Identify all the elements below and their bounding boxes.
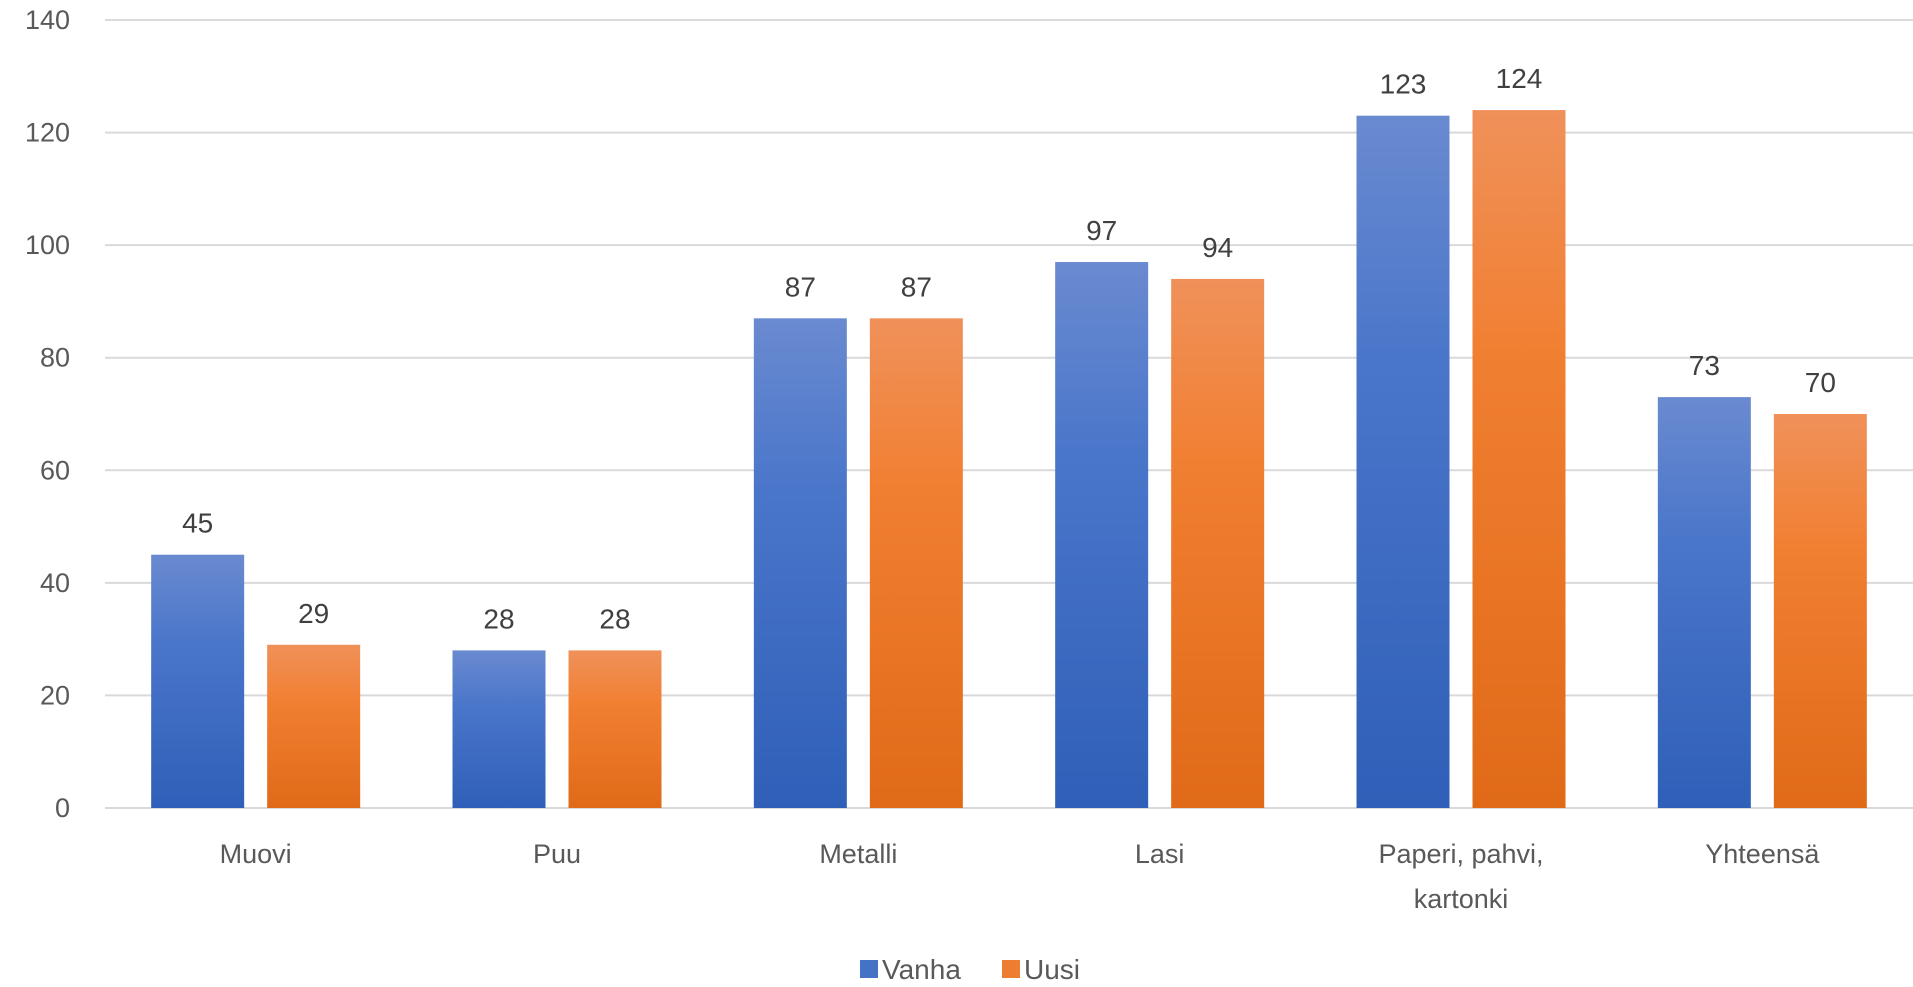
x-axis-categories: Muovi Puu Metalli Lasi Paperi, pahvi, kartonk… <box>220 839 1821 914</box>
bar-vanha <box>753 318 847 808</box>
y-tick-label: 60 <box>40 455 70 485</box>
data-labels: 45 29 28 28 87 87 97 94 123 124 73 70 <box>182 63 1836 634</box>
y-tick-label: 20 <box>40 680 70 710</box>
x-category-label: Muovi <box>220 839 292 869</box>
bar-uusi <box>869 318 963 808</box>
data-label: 87 <box>901 271 932 302</box>
bar-uusi <box>1773 414 1867 808</box>
x-category-label: Metalli <box>819 839 897 869</box>
y-tick-label: 40 <box>40 568 70 598</box>
y-tick-label: 80 <box>40 343 70 373</box>
data-label: 97 <box>1086 215 1117 246</box>
data-label: 94 <box>1202 232 1233 263</box>
bars <box>151 110 1867 809</box>
data-label: 124 <box>1496 63 1543 94</box>
data-label: 29 <box>298 598 329 629</box>
data-label: 28 <box>483 603 514 634</box>
data-label: 73 <box>1689 350 1720 381</box>
legend-label-uusi: Uusi <box>1024 954 1080 985</box>
data-label: 70 <box>1805 367 1836 398</box>
x-category-label: Puu <box>533 839 581 869</box>
bar-vanha <box>1657 397 1751 808</box>
legend-swatch-vanha <box>860 960 878 978</box>
data-label: 45 <box>182 508 213 539</box>
y-tick-label: 140 <box>25 5 70 35</box>
bar-uusi <box>267 644 361 808</box>
x-category-label: Lasi <box>1135 839 1185 869</box>
bar-vanha <box>151 554 245 808</box>
x-category-label: Paperi, pahvi, <box>1378 839 1543 869</box>
bar-uusi <box>1472 110 1566 809</box>
bar-uusi <box>568 650 662 808</box>
bar-vanha <box>1356 115 1450 808</box>
bar-uusi <box>1171 278 1265 808</box>
gridlines <box>105 19 1913 809</box>
legend: Vanha Uusi <box>860 954 1080 985</box>
x-category-label: kartonki <box>1414 884 1509 914</box>
y-tick-label: 120 <box>25 118 70 148</box>
data-label: 28 <box>599 603 630 634</box>
bar-vanha <box>452 650 546 808</box>
y-tick-label: 0 <box>55 793 70 823</box>
legend-label-vanha: Vanha <box>882 954 961 985</box>
y-axis-ticks: 0 20 40 60 80 100 120 140 <box>25 5 70 823</box>
data-label: 87 <box>785 271 816 302</box>
legend-swatch-uusi <box>1002 960 1020 978</box>
data-label: 123 <box>1380 69 1427 100</box>
y-tick-label: 100 <box>25 230 70 260</box>
bar-vanha <box>1055 262 1149 808</box>
x-category-label: Yhteensä <box>1705 839 1820 869</box>
